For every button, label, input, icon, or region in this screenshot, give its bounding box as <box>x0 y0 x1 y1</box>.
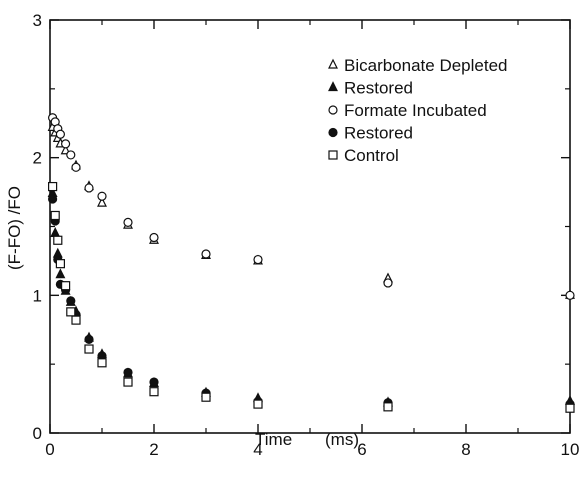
x-axis-label: Time <box>255 430 292 449</box>
data-point <box>71 315 81 325</box>
legend-marker <box>328 105 338 115</box>
data-point <box>71 162 81 172</box>
data-point <box>55 129 66 139</box>
legend-label: Bicarbonate Depleted <box>344 56 508 75</box>
y-tick-label: 3 <box>33 11 42 30</box>
data-point <box>123 217 133 227</box>
data-point <box>97 196 107 207</box>
legend-label: Formate Incubated <box>344 101 487 120</box>
data-point <box>53 235 63 245</box>
x-tick-label: 8 <box>461 440 470 459</box>
x-axis-unit: (ms) <box>325 430 359 449</box>
y-tick-label: 1 <box>33 286 42 305</box>
data-point <box>97 358 107 368</box>
data-point <box>383 402 393 412</box>
data-point <box>66 296 76 306</box>
data-point <box>149 232 159 243</box>
data-point <box>47 181 58 192</box>
data-point <box>201 249 211 259</box>
y-axis-label: (F-FO) /FO <box>5 186 24 270</box>
legend-label: Restored <box>344 79 413 98</box>
x-tick-label: 6 <box>357 440 366 459</box>
legend: Bicarbonate Depleted Restored Formate Incu… <box>328 56 508 165</box>
data-point <box>50 227 61 237</box>
legend-marker <box>328 150 338 160</box>
legend-marker <box>328 127 338 138</box>
data-point <box>123 367 133 378</box>
axis-ticks: 0 2 4 6 8 10 0 1 2 3 <box>33 11 579 459</box>
data-point <box>47 194 58 204</box>
data-point <box>201 392 211 402</box>
data-point <box>97 191 107 201</box>
legend-marker <box>328 81 338 92</box>
data-point <box>60 281 71 291</box>
data-point <box>565 290 575 300</box>
data-point <box>123 377 133 387</box>
data-point <box>149 387 159 397</box>
legend-label: Restored <box>344 124 413 143</box>
x-tick-label: 10 <box>561 440 579 459</box>
legend-marker <box>328 58 338 69</box>
series-4 <box>47 181 575 413</box>
y-tick-label: 0 <box>33 424 42 443</box>
x-tick-label: 2 <box>149 440 158 459</box>
data-points <box>47 113 575 413</box>
data-point <box>84 183 94 193</box>
x-tick-label: 4 <box>253 440 262 459</box>
data-point <box>55 259 66 269</box>
data-point <box>383 278 393 288</box>
data-point <box>50 210 60 221</box>
series-2 <box>47 113 575 300</box>
legend-label: Control <box>344 146 399 165</box>
data-point <box>60 139 71 149</box>
data-point <box>253 254 263 265</box>
data-point <box>55 268 66 279</box>
data-point <box>66 150 76 160</box>
x-tick-label: 0 <box>45 440 54 459</box>
data-point <box>565 403 575 413</box>
data-point <box>84 334 94 344</box>
y-tick-label: 2 <box>33 149 42 168</box>
data-point <box>66 307 76 317</box>
data-point <box>84 344 94 354</box>
data-point <box>253 399 263 409</box>
series-0 <box>47 121 575 299</box>
data-point <box>149 377 159 387</box>
